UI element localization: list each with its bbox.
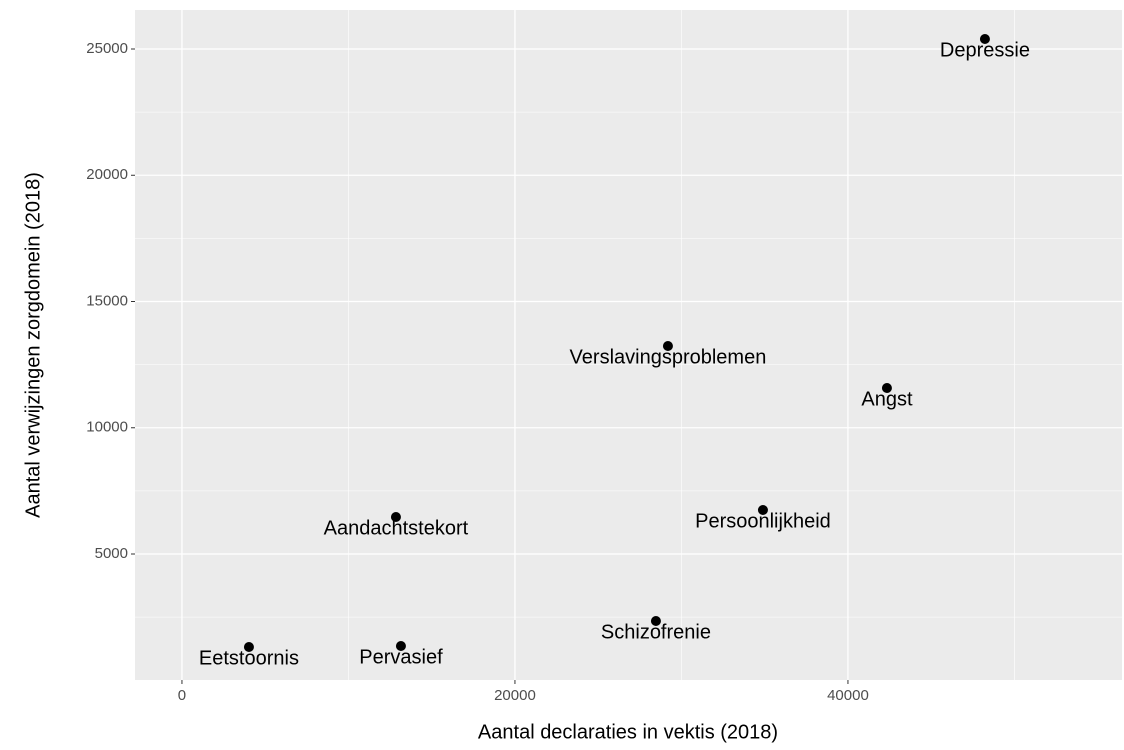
y-axis-title: Aantal verwijzingen zorgdomein (2018): [22, 172, 44, 518]
point-label: Persoonlijkheid: [695, 510, 831, 532]
point: [662, 340, 673, 351]
y-tick-label: 15000: [86, 292, 128, 309]
point: [979, 34, 990, 45]
point: [390, 512, 401, 523]
point: [243, 641, 254, 652]
point: [757, 504, 768, 515]
y-tick-label: 25000: [86, 40, 128, 57]
point: [881, 383, 892, 394]
point: [650, 615, 661, 626]
x-axis-title: Aantal declaraties in vektis (2018): [478, 721, 778, 743]
point-label: Verslavingsproblemen: [570, 346, 767, 368]
y-tick-label: 20000: [86, 166, 128, 183]
point: [395, 641, 406, 652]
x-tick-label: 20000: [494, 687, 536, 704]
x-tick-label: 40000: [827, 687, 869, 704]
point-label: Schizofrenie: [601, 621, 711, 643]
x-tick-label: 0: [178, 687, 186, 704]
point-label: Aandachtstekort: [324, 517, 469, 539]
y-tick-label: 5000: [95, 545, 128, 562]
point-label: Pervasief: [359, 646, 443, 668]
point-label: Eetstoornis: [199, 647, 299, 669]
panel: [135, 10, 1122, 680]
y-tick-label: 10000: [86, 419, 128, 436]
point-label: Angst: [861, 388, 913, 410]
point-label: Depressie: [940, 39, 1030, 61]
